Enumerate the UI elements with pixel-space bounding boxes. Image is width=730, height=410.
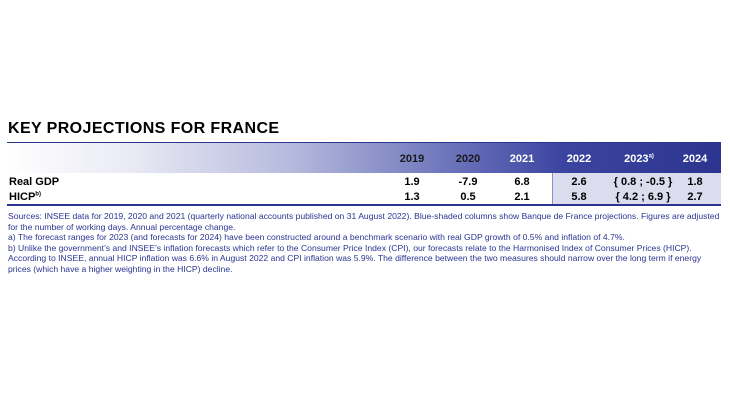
header-2024: 2024 (682, 153, 708, 165)
cell-hicp-2020: 0.5 (460, 191, 476, 203)
header-2023: 2023a) (614, 153, 664, 165)
header-2019: 2019 (399, 153, 425, 165)
cell-gdp-2020: -7.9 (458, 176, 478, 188)
header-2022: 2022 (566, 153, 592, 165)
projection-shade (552, 173, 721, 204)
cell-gdp-2021: 6.8 (514, 176, 530, 188)
table-bottom-rule (7, 204, 721, 206)
cell-gdp-2019: 1.9 (404, 176, 420, 188)
sources-note: Sources: INSEE data for 2019, 2020 and 2… (8, 211, 720, 232)
table-header-band: 2019 2020 2021 2022 2023a) 2024 (7, 142, 721, 173)
row-label-real-gdp: Real GDP (9, 176, 60, 188)
row-label-hicp-text: HICP (9, 191, 36, 203)
row-label-hicp-note: b) (35, 191, 41, 198)
cell-gdp-2024: 1.8 (687, 176, 703, 188)
cell-hicp-2022: 5.8 (571, 191, 587, 203)
cell-gdp-2023: { 0.8 ; -0.5 } (613, 176, 673, 188)
cell-hicp-2019: 1.3 (404, 191, 420, 203)
page-title: KEY PROJECTIONS FOR FRANCE (8, 120, 280, 137)
header-2023-label: 2023 (624, 153, 649, 165)
cell-hicp-2024: 2.7 (687, 191, 703, 203)
cell-hicp-2021: 2.1 (514, 191, 530, 203)
projections-table: 2019 2020 2021 2022 2023a) 2024 Real GDP… (7, 142, 721, 206)
footnote-a: a) The forecast ranges for 2023 (and for… (8, 232, 625, 243)
header-2021: 2021 (509, 153, 535, 165)
header-2020: 2020 (455, 153, 481, 165)
header-2023-note: a) (648, 153, 654, 160)
cell-gdp-2022: 2.6 (571, 176, 587, 188)
cell-hicp-2023: { 4.2 ; 6.9 } (615, 191, 671, 203)
footnote-b: b) Unlike the government’s and INSEE’s i… (8, 242, 702, 274)
table-notes: Sources: INSEE data for 2019, 2020 and 2… (8, 211, 720, 275)
row-label-hicp: HICPb) (9, 191, 41, 203)
projection-divider (552, 173, 553, 204)
